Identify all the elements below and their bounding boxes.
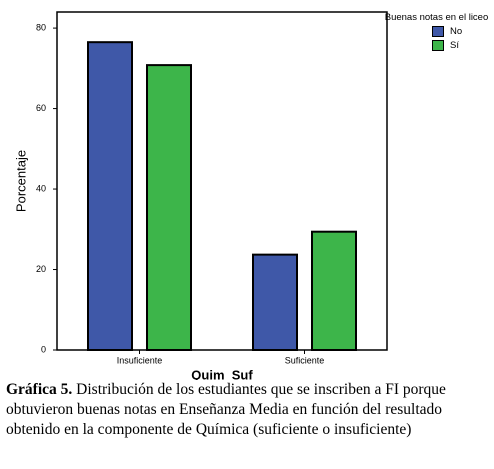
y-tick-label: 0 bbox=[41, 344, 46, 354]
caption: Gráfica 5. Distribución de los estudiant… bbox=[6, 380, 490, 440]
y-axis-label: Porcentaje bbox=[13, 150, 28, 212]
bar bbox=[311, 230, 357, 351]
legend-entry: No bbox=[432, 24, 494, 38]
bar bbox=[252, 253, 298, 351]
legend-label: Sí bbox=[450, 39, 459, 51]
plot-frame bbox=[56, 11, 388, 351]
legend-swatch bbox=[432, 39, 444, 51]
legend-title: Buenas notas en el liceo bbox=[384, 12, 489, 23]
y-tick-label: 20 bbox=[36, 264, 46, 274]
y-tick-label: 40 bbox=[36, 183, 46, 193]
y-tick-label: 60 bbox=[36, 103, 46, 113]
legend-entry: Sí bbox=[432, 38, 494, 52]
caption-label: Gráfica 5. bbox=[6, 381, 73, 398]
legend-swatch bbox=[432, 25, 444, 37]
bar bbox=[87, 41, 133, 352]
x-axis-label: Quim_Suf bbox=[191, 367, 253, 380]
caption-text: Distribución de los estudiantes que se i… bbox=[6, 381, 446, 438]
x-tick-label: Insuficiente bbox=[117, 355, 163, 365]
x-tick-label: Suficiente bbox=[285, 355, 325, 365]
y-tick-label: 80 bbox=[36, 22, 46, 32]
chart: Porcentaje Quim_Suf 0 20 40 60 80 Insuficient… bbox=[13, 11, 388, 380]
legend-label: No bbox=[450, 25, 463, 37]
bar bbox=[146, 64, 192, 351]
legend: Buenas notas en el liceo No Sí bbox=[384, 12, 494, 52]
